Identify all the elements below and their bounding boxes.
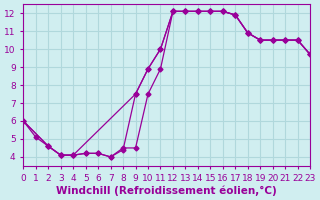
X-axis label: Windchill (Refroidissement éolien,°C): Windchill (Refroidissement éolien,°C) — [56, 185, 277, 196]
